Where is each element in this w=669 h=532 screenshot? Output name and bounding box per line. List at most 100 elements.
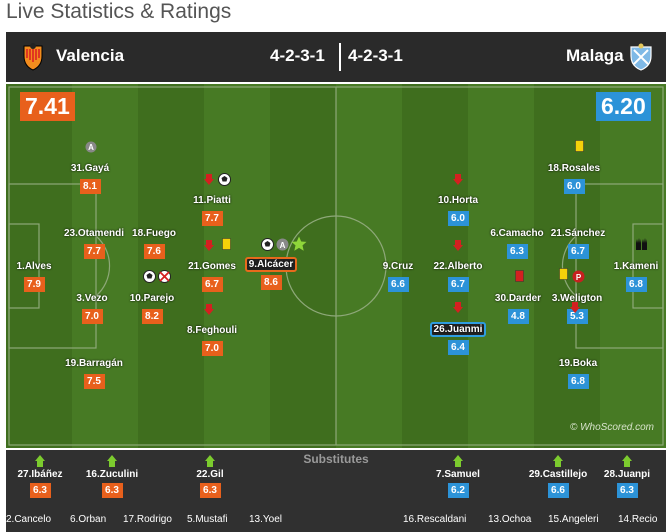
- unused-sub-away[interactable]: 14.Recio: [618, 514, 658, 525]
- player-rating: 7.5: [83, 374, 105, 389]
- sub-home-zuculini[interactable]: 16.Zuculini 6.3: [77, 455, 147, 498]
- player-away-weligton[interactable]: 3.Weligton 5.3: [532, 288, 622, 324]
- player-home-vezo[interactable]: 3.Vezo 7.0: [47, 288, 137, 324]
- player-rating: 8.2: [141, 309, 163, 324]
- yellow-card-icon: [222, 238, 231, 250]
- sub-on-arrow-icon: [453, 455, 463, 467]
- player-name: 30.Darder: [494, 293, 542, 304]
- sub-away-samuel[interactable]: 7.Samuel 6.2: [423, 455, 493, 498]
- player-rating: 5.3: [566, 309, 588, 324]
- player-name: 22.Alberto: [433, 261, 483, 272]
- away-team-rating: 6.20: [596, 92, 651, 121]
- player-away-juanmi[interactable]: 26.Juanmi 6.4: [413, 319, 503, 355]
- player-home-parejo[interactable]: 10.Parejo 8.2: [107, 288, 197, 324]
- unused-sub-away[interactable]: 16.Rescaldani: [403, 514, 467, 525]
- svg-text:A: A: [280, 241, 286, 250]
- sub-name: 7.Samuel: [436, 469, 480, 480]
- player-away-darder[interactable]: 30.Darder 4.8: [473, 288, 563, 324]
- player-rating: 6.8: [567, 374, 589, 389]
- player-away-camacho[interactable]: 6.Camacho 6.3: [472, 223, 562, 259]
- penalty-conceded-icon: P: [572, 270, 585, 283]
- home-formation: 4-2-3-1: [270, 46, 325, 65]
- player-home-piatti[interactable]: 11.Piatti 7.7: [167, 190, 257, 226]
- svg-text:P: P: [576, 273, 582, 282]
- player-home-fuego[interactable]: 18.Fuego 7.6: [109, 223, 199, 259]
- unused-sub-home[interactable]: 5.Mustafi: [187, 514, 228, 525]
- sub-home-gil[interactable]: 22.Gil 6.3: [175, 455, 245, 498]
- sub-on-arrow-icon: [107, 455, 117, 467]
- player-name: 11.Piatti: [193, 195, 231, 206]
- player-rating: 6.3: [506, 244, 528, 259]
- sub-away-castillejo[interactable]: 29.Castillejo 6.6: [523, 455, 593, 498]
- player-rating: 4.8: [507, 309, 529, 324]
- player-home-gaya[interactable]: 31.Gayá 8.1: [45, 158, 135, 194]
- player-name: 3.Vezo: [76, 293, 108, 304]
- player-name: 19.Barragán: [65, 358, 123, 369]
- player-name: 21.Gomes: [188, 261, 236, 272]
- watermark: © WhoScored.com: [569, 422, 654, 433]
- player-name: 31.Gayá: [70, 163, 110, 174]
- player-name: 21.Sánchez: [550, 228, 606, 239]
- sub-home-ibanez[interactable]: 27.Ibáñez 6.3: [5, 455, 75, 498]
- yellow-card-icon: [575, 140, 584, 152]
- player-home-alves[interactable]: 1.Alves 7.9: [6, 256, 79, 292]
- player-rating: 7.7: [83, 244, 105, 259]
- player-rating: 7.6: [143, 244, 165, 259]
- sub-rating: 6.3: [101, 483, 123, 498]
- sub-off-arrow-icon: [570, 302, 580, 313]
- sub-rating: 6.3: [29, 483, 51, 498]
- player-away-cruz[interactable]: 9.Cruz 6.6: [353, 256, 443, 292]
- unused-sub-home[interactable]: 17.Rodrigo: [123, 514, 172, 525]
- player-away-alberto[interactable]: 22.Alberto 6.7: [413, 256, 503, 292]
- player-away-kameni[interactable]: 1.Kameni 6.8: [591, 256, 666, 292]
- player-home-alcacer[interactable]: 9.Alcácer 8.6: [226, 254, 316, 290]
- player-rating: 6.7: [201, 277, 223, 292]
- player-rating: 6.0: [563, 179, 585, 194]
- goal-icon: [218, 173, 231, 186]
- home-team-name[interactable]: Valencia: [56, 46, 125, 65]
- goal-icon: [143, 270, 156, 283]
- player-home-gomes[interactable]: 21.Gomes 6.7: [167, 256, 257, 292]
- assist-icon: A: [276, 238, 289, 251]
- player-name: 3.Weligton: [551, 293, 603, 304]
- player-rating: 7.0: [81, 309, 103, 324]
- sub-rating: 6.6: [547, 483, 569, 498]
- sub-rating: 6.3: [616, 483, 638, 498]
- goal-icon: [261, 238, 274, 251]
- player-home-barragan[interactable]: 19.Barragán 7.5: [49, 353, 139, 389]
- player-name: 1.Alves: [16, 261, 52, 272]
- pitch: 7.41 6.20 31.Gayá 8.1 11.Piatti 7.7 23.O…: [6, 84, 666, 448]
- sub-off-arrow-icon: [204, 240, 214, 251]
- missed-penalty-icon: [158, 270, 171, 283]
- svg-text:A: A: [88, 143, 94, 152]
- sub-on-arrow-icon: [622, 455, 632, 467]
- player-rating: 8.1: [79, 179, 101, 194]
- sub-name: 29.Castillejo: [528, 469, 588, 480]
- player-away-horta[interactable]: 10.Horta 6.0: [413, 190, 503, 226]
- player-home-feghouli[interactable]: 8.Feghouli 7.0: [167, 320, 257, 356]
- sub-off-arrow-icon: [204, 174, 214, 185]
- sub-away-juanpi[interactable]: 28.Juanpi 6.3: [592, 455, 662, 498]
- sub-on-arrow-icon: [553, 455, 563, 467]
- player-name: 10.Parejo: [129, 293, 175, 304]
- unused-sub-home[interactable]: 2.Cancelo: [6, 514, 52, 525]
- page-title: Live Statistics & Ratings: [6, 0, 232, 23]
- player-away-boka[interactable]: 19.Boka 6.8: [533, 353, 623, 389]
- player-name: 19.Boka: [558, 358, 598, 369]
- player-away-sanchez[interactable]: 21.Sánchez 6.7: [533, 223, 623, 259]
- player-rating: 6.4: [447, 340, 469, 355]
- player-away-rosales[interactable]: 18.Rosales 6.0: [529, 158, 619, 194]
- player-name: 26.Juanmi: [429, 322, 487, 337]
- player-rating: 8.6: [260, 275, 282, 290]
- unused-sub-away[interactable]: 15.Angeleri: [548, 514, 599, 525]
- player-name: 1.Kameni: [613, 261, 659, 272]
- away-team-name[interactable]: Malaga: [566, 46, 624, 65]
- player-home-otamendi[interactable]: 23.Otamendi 7.7: [49, 223, 139, 259]
- sub-name: 27.Ibáñez: [17, 469, 63, 480]
- unused-sub-home[interactable]: 6.Orban: [70, 514, 107, 525]
- match-header: Valencia 4-2-3-1 4-2-3-1 Malaga: [6, 32, 666, 82]
- player-rating: 7.9: [23, 277, 45, 292]
- unused-sub-home[interactable]: 13.Yoel: [249, 514, 282, 525]
- unused-sub-away[interactable]: 13.Ochoa: [488, 514, 532, 525]
- substitutes-title: Substitutes: [303, 452, 369, 466]
